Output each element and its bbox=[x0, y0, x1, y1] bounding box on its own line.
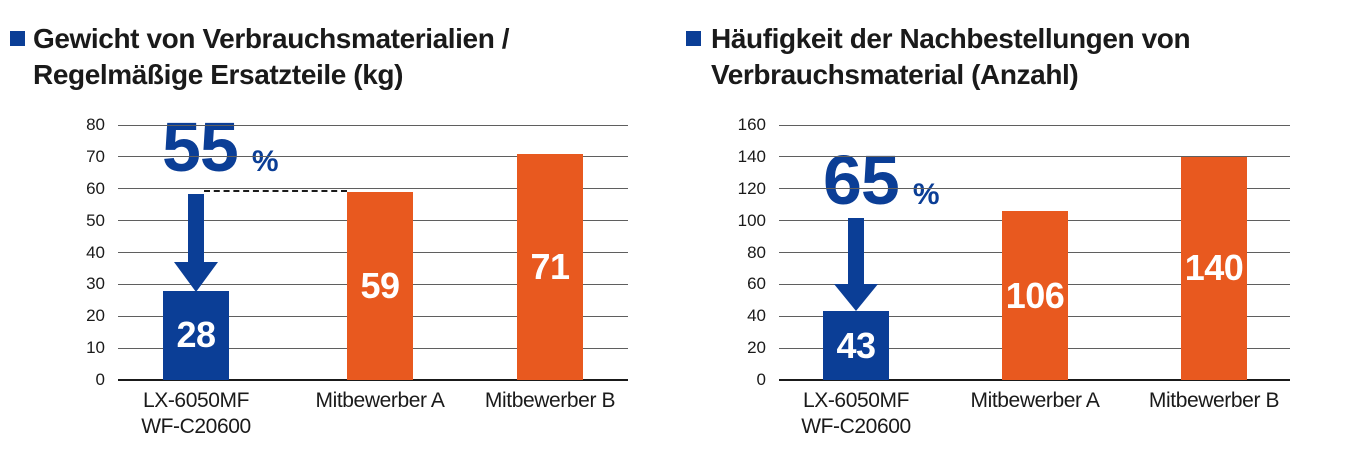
category-label-line: Mitbewerber A bbox=[315, 389, 445, 412]
y-gridline bbox=[118, 156, 628, 158]
bar-mitbewerber-b: 71 bbox=[517, 153, 583, 380]
reduction-percent-value: 55 bbox=[162, 108, 239, 186]
x-axis-line bbox=[779, 379, 1290, 381]
down-arrow-icon bbox=[834, 284, 878, 311]
bar-lx-6050mf-wf-c20600: 43 bbox=[823, 311, 889, 380]
bar-value-label: 28 bbox=[176, 314, 216, 356]
y-axis-tick-label: 20 bbox=[86, 306, 105, 326]
y-axis-tick-label: 120 bbox=[737, 178, 766, 198]
y-axis-tick-label: 20 bbox=[747, 338, 766, 358]
chart-title-line: Verbrauchsmaterial (Anzahl) bbox=[711, 59, 1079, 90]
y-axis-tick-label: 30 bbox=[86, 274, 105, 294]
percent-sign: % bbox=[912, 178, 940, 211]
bar-mitbewerber-b: 140 bbox=[1181, 156, 1247, 380]
chart-title-left: Gewicht von Verbrauchsmaterialien / Rege… bbox=[33, 21, 510, 93]
y-axis-tick-label: 160 bbox=[737, 115, 766, 134]
x-axis-line bbox=[118, 379, 628, 381]
category-label-line: Mitbewerber B bbox=[484, 389, 616, 412]
y-gridline bbox=[118, 124, 628, 126]
x-axis-category-label: LX-6050MF WF-C20600 bbox=[768, 388, 944, 440]
down-arrow-shaft bbox=[188, 194, 204, 262]
reduction-annotation: 55 % bbox=[162, 112, 279, 182]
category-label-line: WF-C20600 bbox=[801, 415, 911, 438]
category-label-line: WF-C20600 bbox=[141, 415, 251, 438]
y-axis-tick-label: 60 bbox=[86, 178, 105, 198]
y-gridline bbox=[779, 124, 1290, 126]
y-gridline bbox=[779, 156, 1290, 158]
dashed-guide-line bbox=[204, 189, 347, 192]
bar-value-label: 59 bbox=[360, 264, 400, 306]
x-axis-category-label: Mitbewerber B bbox=[462, 388, 638, 414]
y-axis-tick-label: 140 bbox=[737, 146, 766, 166]
y-axis-tick-label: 10 bbox=[86, 338, 105, 358]
y-axis-tick-label: 80 bbox=[86, 115, 105, 134]
y-axis-tick-label: 40 bbox=[747, 306, 766, 326]
bar-mitbewerber-a: 106 bbox=[1002, 211, 1068, 380]
y-axis-tick-label: 0 bbox=[756, 370, 766, 389]
y-gridline bbox=[118, 188, 628, 190]
bar-value-label: 71 bbox=[530, 245, 570, 287]
down-arrow-shaft bbox=[848, 218, 864, 284]
y-axis-tick-label: 0 bbox=[95, 370, 105, 389]
y-axis-tick-label: 100 bbox=[737, 210, 766, 230]
title-bullet-icon bbox=[10, 31, 25, 46]
x-axis-category-label: Mitbewerber B bbox=[1126, 388, 1302, 414]
category-label-line: Mitbewerber B bbox=[1148, 389, 1280, 412]
x-axis-category-label: Mitbewerber A bbox=[292, 388, 468, 414]
y-gridline bbox=[779, 188, 1290, 190]
y-axis-tick-label: 80 bbox=[747, 242, 766, 262]
down-arrow-icon bbox=[174, 262, 218, 292]
bar-value-label: 140 bbox=[1184, 247, 1244, 289]
title-bullet-icon bbox=[686, 31, 701, 46]
chart-title-line: Häufigkeit der Nachbestellungen von bbox=[711, 23, 1191, 54]
x-axis-category-label: Mitbewerber A bbox=[947, 388, 1123, 414]
y-axis-tick-label: 40 bbox=[86, 242, 105, 262]
bar-value-label: 106 bbox=[1005, 274, 1065, 316]
chart-title-right: Häufigkeit der Nachbestellungen von Verb… bbox=[711, 21, 1191, 93]
bar-lx-6050mf-wf-c20600: 28 bbox=[163, 290, 229, 380]
y-axis-tick-label: 60 bbox=[747, 274, 766, 294]
chart-title-line: Regelmäßige Ersatzteile (kg) bbox=[33, 59, 404, 90]
bar-mitbewerber-a: 59 bbox=[347, 191, 413, 380]
y-axis-tick-label: 50 bbox=[86, 210, 105, 230]
category-label-line: LX-6050MF bbox=[802, 389, 910, 412]
y-axis-tick-label: 70 bbox=[86, 146, 105, 166]
x-axis-category-label: LX-6050MF WF-C20600 bbox=[108, 388, 284, 440]
bar-value-label: 43 bbox=[836, 324, 876, 366]
category-label-line: LX-6050MF bbox=[142, 389, 250, 412]
percent-sign: % bbox=[251, 145, 279, 178]
chart-title-line: Gewicht von Verbrauchsmaterialien / bbox=[33, 23, 510, 54]
category-label-line: Mitbewerber A bbox=[970, 389, 1100, 412]
